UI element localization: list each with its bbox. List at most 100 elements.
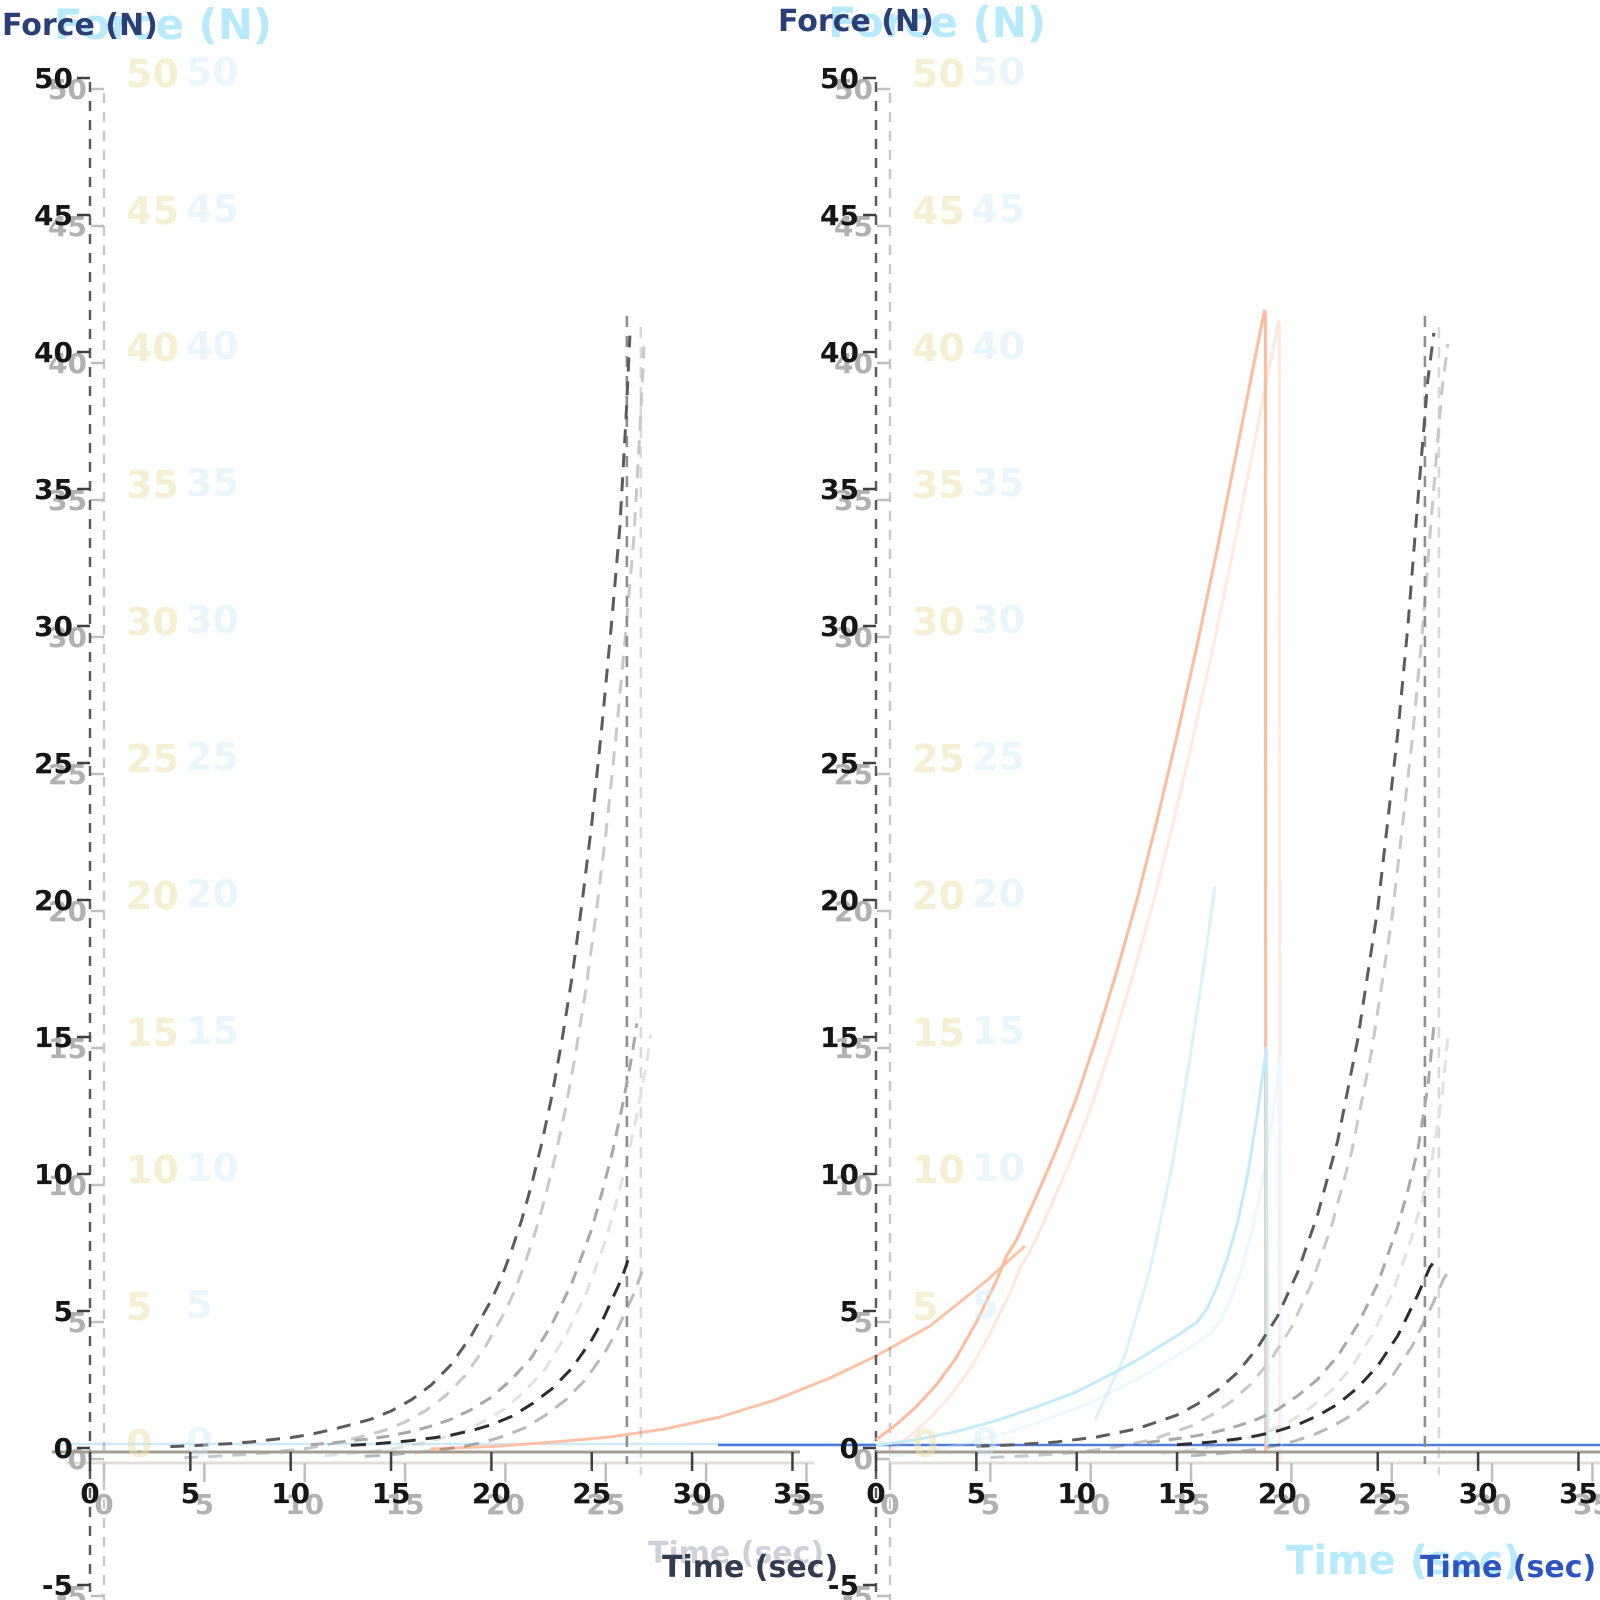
y-tick-label-ghost-yellow: 0 — [912, 1422, 938, 1466]
x-tick-label: 20 — [486, 1488, 525, 1521]
y-tick-label-ghost-cyan: 35 — [186, 461, 239, 505]
y-tick-label: 50 — [34, 62, 73, 95]
y-tick-label-ghost-yellow: 40 — [912, 326, 965, 370]
y-tick-label: 25 — [34, 747, 73, 780]
y-tick-label-ghost-yellow: 25 — [912, 737, 965, 781]
x-tick-label: 20 — [1258, 1477, 1297, 1510]
x-tick-label: 0 — [880, 1488, 899, 1521]
x-tick-label: 25 — [1372, 1488, 1411, 1521]
y-tick-label-ghost-cyan: 25 — [972, 735, 1025, 779]
x-tick-label: 30 — [1459, 1477, 1498, 1510]
series-current-cyan — [875, 1046, 1269, 1447]
x-tick-label: 15 — [372, 1477, 411, 1510]
y-tick-label: 50 — [820, 62, 859, 95]
y-tick-label-ghost-yellow: 10 — [126, 1148, 179, 1192]
y-tick-label-ghost-yellow: 45 — [912, 189, 965, 233]
y-tick-label: 20 — [34, 884, 73, 917]
y-tick-label-ghost-cyan: 0 — [972, 1420, 998, 1464]
x-tick-label: 15 — [1172, 1488, 1211, 1521]
series-peak-cycle-dark-gray — [990, 343, 1450, 1459]
y-tick-label: 25 — [820, 747, 859, 780]
y-tick-label: 15 — [34, 1021, 73, 1054]
y-tick-label: -5 — [828, 1569, 859, 1600]
series-peak-cycle-dark-gray — [184, 346, 646, 1460]
y-tick-label: 0 — [854, 1443, 873, 1476]
y-tick-label: 30 — [820, 610, 859, 643]
y-tick-label: 15 — [820, 1021, 859, 1054]
y-tick-label-ghost-cyan: 5 — [186, 1283, 212, 1327]
x-tick-label: 0 — [94, 1488, 113, 1521]
y-tick-label: 45 — [34, 199, 73, 232]
series-current-orange — [875, 309, 1268, 1454]
cyan-ghost-rise — [1093, 885, 1217, 1421]
x-tick-label: 10 — [285, 1488, 324, 1521]
y-tick-label: 45 — [820, 199, 859, 232]
x-tick-label: 10 — [271, 1477, 310, 1510]
x-tick-label: 35 — [1559, 1477, 1598, 1510]
y-tick-label: 35 — [34, 473, 73, 506]
y-tick-label: 40 — [820, 336, 859, 369]
y-tick-label-ghost-cyan: 15 — [972, 1009, 1025, 1053]
y-tick-label-ghost-cyan: 5 — [972, 1283, 998, 1327]
y-tick-label-ghost-yellow: 40 — [126, 326, 179, 370]
series-low-cycle-black — [364, 1270, 644, 1458]
y-tick-label: 5 — [854, 1306, 873, 1339]
series-current-cyan — [889, 1057, 1283, 1458]
x-tick-label: 15 — [1158, 1477, 1197, 1510]
y-tick-label: 5 — [68, 1306, 87, 1339]
y-tick-label-ghost-cyan: 25 — [186, 735, 239, 779]
x-tick-label: 20 — [1272, 1488, 1311, 1521]
x-tick-label: 25 — [572, 1477, 611, 1510]
x-tick-label: 30 — [687, 1488, 726, 1521]
y-tick-label-ghost-cyan: 40 — [186, 324, 239, 368]
y-tick-label-ghost-yellow: 5 — [912, 1285, 938, 1329]
x-tick-label: 0 — [866, 1477, 885, 1510]
y-tick-label-ghost-cyan: 20 — [186, 872, 239, 916]
x-tick-label: 20 — [472, 1477, 511, 1510]
x-tick-label: 15 — [386, 1488, 425, 1521]
y-tick-label: 5 — [54, 1295, 73, 1328]
series-mid-cycle-gray — [310, 1023, 639, 1447]
y-tick-label-ghost-cyan: 10 — [186, 1146, 239, 1190]
y-tick-label-ghost-cyan: 15 — [186, 1009, 239, 1053]
y-tick-label-ghost-cyan: 50 — [972, 50, 1025, 94]
series-low-cycle-black — [1176, 1255, 1440, 1447]
y-tick-label-ghost-yellow: 35 — [126, 463, 179, 507]
y-tick-label: 30 — [34, 610, 73, 643]
y-tick-label: 10 — [34, 1158, 73, 1191]
y-tick-label-ghost-yellow: 25 — [126, 737, 179, 781]
y-tick-label-ghost-cyan: 50 — [186, 50, 239, 94]
y-tick-label-ghost-cyan: 20 — [972, 872, 1025, 916]
x-tick-label: 10 — [1071, 1488, 1110, 1521]
y-tick-label-ghost-yellow: 15 — [912, 1011, 965, 1055]
series-low-cycle-black — [1190, 1266, 1454, 1458]
series-peak-cycle-dark-gray — [170, 335, 632, 1449]
x-tick-label: 35 — [787, 1488, 826, 1521]
x-tick-label: 35 — [1573, 1488, 1600, 1521]
y-tick-label-ghost-cyan: 10 — [972, 1146, 1025, 1190]
x-tick-label: 5 — [981, 1488, 1000, 1521]
x-tick-label: 10 — [1057, 1477, 1096, 1510]
x-tick-label: 30 — [1473, 1488, 1512, 1521]
y-tick-label: 35 — [820, 473, 859, 506]
x-tick-label: 35 — [773, 1477, 812, 1510]
ghost-overlays — [58, 885, 1600, 1451]
series-peak-cycle-dark-gray — [976, 332, 1436, 1448]
y-tick-label-ghost-yellow: 30 — [912, 600, 965, 644]
x-tick-label: 25 — [1358, 1477, 1397, 1510]
y-tick-label: 0 — [54, 1432, 73, 1465]
y-tick-label-ghost-cyan: 30 — [186, 598, 239, 642]
series-current-orange — [889, 320, 1282, 1465]
x-tick-label: 0 — [80, 1477, 99, 1510]
y-tick-label: 0 — [840, 1432, 859, 1465]
y-tick-label-ghost-yellow: 20 — [126, 874, 179, 918]
series-mid-cycle-gray — [1160, 1036, 1450, 1455]
y-tick-label-ghost-yellow: 50 — [126, 52, 179, 96]
y-tick-label: -5 — [42, 1569, 73, 1600]
